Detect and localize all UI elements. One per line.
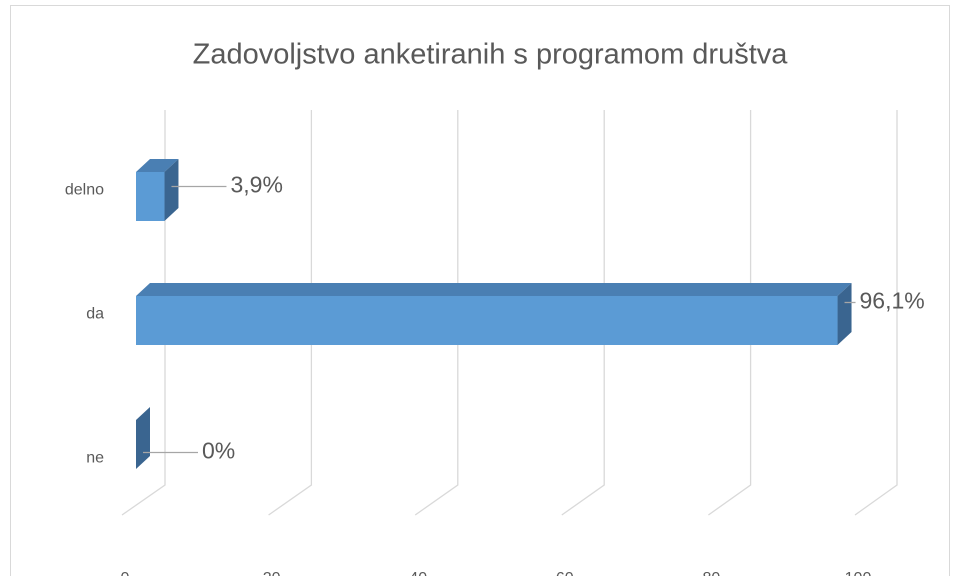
grid-line [268,110,313,516]
bar-side [136,407,150,469]
bar-top [136,283,852,296]
x-tick-label: 60 [556,570,574,576]
grid-line [708,110,752,516]
x-tick-label: 40 [409,570,427,576]
y-tick-label: delno [65,182,104,199]
x-tick-label: 80 [703,570,721,576]
bar [136,296,838,345]
data-label: 0% [202,438,235,464]
bar [136,172,165,221]
x-tick-label: 100 [845,570,872,576]
x-tick-label: 0 [121,570,130,576]
grid-line [561,110,605,516]
data-label: 3,9% [230,172,282,198]
grid-line [414,110,459,516]
bar-side [164,159,179,221]
data-label: 96,1% [860,288,925,314]
y-tick-label: da [86,306,104,323]
bar-side [837,283,852,345]
bar-top [136,159,179,172]
y-tick-label: ne [86,450,104,467]
grid-line [854,110,898,516]
chart-title: Zadovoljstvo anketiranih s programom dru… [193,39,789,71]
grid-line [121,110,166,516]
x-tick-label: 20 [263,570,281,576]
